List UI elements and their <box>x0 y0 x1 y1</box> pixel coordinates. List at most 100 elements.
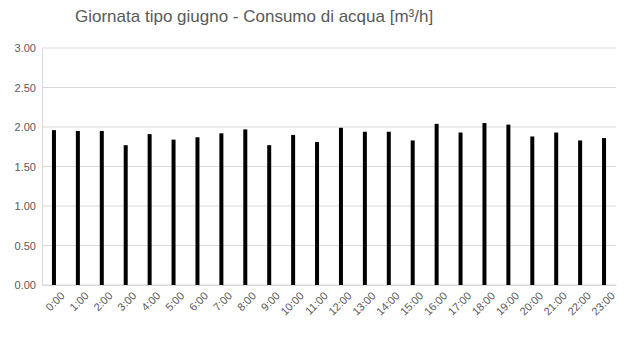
y-tick: 1.00 <box>15 200 42 212</box>
bar <box>482 123 486 285</box>
y-tick-label: 1.50 <box>15 161 36 173</box>
y-tick: 2.50 <box>15 82 42 94</box>
x-tick-label: 1:00 <box>67 289 91 313</box>
grid-line <box>42 127 616 128</box>
x-tick: 7:00 <box>211 285 235 313</box>
x-tick: 0:00 <box>43 285 67 313</box>
x-tick-label: 13:00 <box>350 289 378 317</box>
x-tick: 5:00 <box>163 285 187 313</box>
title: Giornata tipo giugno - Consumo di acqua … <box>75 7 433 26</box>
y-axis: 0.00 0.50 1.00 1.50 2.00 2.50 3.00 <box>15 42 43 291</box>
x-tick: 1:00 <box>67 285 91 313</box>
x-tick-label: 2:00 <box>91 289 115 313</box>
bar <box>363 132 367 285</box>
bars <box>52 123 606 285</box>
x-tick: 13:00 <box>350 285 378 317</box>
bar <box>124 145 128 285</box>
x-tick-label: 23:00 <box>589 289 617 317</box>
x-tick: 6:00 <box>187 285 211 313</box>
x-tick-label: 18:00 <box>469 289 497 317</box>
x-tick: 17:00 <box>445 285 473 317</box>
chart: 0.00 0.50 1.00 1.50 2.00 2.50 3.00 0:001:002:00… <box>0 0 638 343</box>
bar <box>243 129 247 285</box>
y-tick-label: 1.00 <box>15 200 36 212</box>
y-tick: 0.00 <box>15 279 42 291</box>
grid-line <box>42 87 616 88</box>
x-tick-label: 3:00 <box>115 289 139 313</box>
x-tick-label: 0:00 <box>43 289 67 313</box>
grid-line <box>42 245 616 246</box>
x-tick: 16:00 <box>422 285 450 317</box>
bar <box>172 140 176 285</box>
bar <box>435 124 439 285</box>
bar <box>459 133 463 285</box>
bar <box>411 140 415 285</box>
grid <box>42 48 616 285</box>
x-tick: 18:00 <box>469 285 497 317</box>
bar <box>315 142 319 285</box>
bar <box>387 132 391 285</box>
bar <box>100 131 104 285</box>
x-tick: 14:00 <box>374 285 402 317</box>
bar <box>578 140 582 285</box>
x-axis-line <box>43 285 617 286</box>
bar <box>602 138 606 285</box>
x-tick-label: 15:00 <box>398 289 426 317</box>
bar <box>506 125 510 285</box>
x-tick-label: 16:00 <box>422 289 450 317</box>
y-tick: 2.00 <box>15 121 42 133</box>
x-tick: 8:00 <box>235 285 259 313</box>
bar <box>554 133 558 285</box>
plot: 0.00 0.50 1.00 1.50 2.00 2.50 3.00 0:001:002:00… <box>15 42 617 317</box>
y-tick: 1.50 <box>15 161 42 173</box>
bar <box>530 136 534 285</box>
x-tick-label: 20:00 <box>517 289 545 317</box>
x-tick-label: 17:00 <box>445 289 473 317</box>
x-tick: 21:00 <box>541 285 569 317</box>
bar <box>339 128 343 285</box>
x-axis: 0:001:002:003:004:005:006:007:008:009:00… <box>43 285 617 317</box>
x-tick: 11:00 <box>303 285 330 317</box>
grid-line <box>42 285 616 286</box>
x-tick: 23:00 <box>589 285 617 317</box>
y-tick-label: 0.00 <box>15 279 36 291</box>
x-tick: 19:00 <box>493 285 521 317</box>
y-tick-label: 2.00 <box>15 121 36 133</box>
y-tick-label: 2.50 <box>15 82 36 94</box>
y-tick-label: 0.50 <box>15 240 36 252</box>
x-tick: 3:00 <box>115 285 139 313</box>
x-tick-label: 21:00 <box>541 289 569 317</box>
x-tick: 2:00 <box>91 285 115 313</box>
x-tick-label: 14:00 <box>374 289 402 317</box>
y-tick: 3.00 <box>15 42 42 54</box>
x-tick-label: 19:00 <box>493 289 521 317</box>
bar <box>219 133 223 285</box>
x-tick-label: 5:00 <box>163 289 187 313</box>
bar <box>195 137 199 285</box>
bar <box>52 130 56 285</box>
grid-line <box>42 206 616 207</box>
x-tick-label: 12:00 <box>326 289 354 317</box>
y-axis-line <box>42 49 43 286</box>
bar <box>148 134 152 285</box>
x-tick-label: 6:00 <box>187 289 211 313</box>
bar <box>267 145 271 285</box>
x-tick: 4:00 <box>139 285 163 313</box>
y-tick: 0.50 <box>15 240 42 252</box>
y-tick-label: 3.00 <box>15 42 36 54</box>
x-tick: 10:00 <box>278 285 306 317</box>
bar <box>76 131 80 285</box>
x-tick: 22:00 <box>565 285 593 317</box>
bar <box>291 135 295 285</box>
x-tick: 12:00 <box>326 285 354 317</box>
x-tick: 20:00 <box>517 285 545 317</box>
x-tick-label: 7:00 <box>211 289 235 313</box>
x-tick-label: 10:00 <box>278 289 306 317</box>
x-tick: 15:00 <box>398 285 426 317</box>
x-tick-label: 22:00 <box>565 289 593 317</box>
grid-line <box>42 48 616 49</box>
x-tick-label: 11:00 <box>303 289 330 316</box>
x-tick-label: 8:00 <box>235 289 259 313</box>
grid-line <box>42 166 616 167</box>
x-tick-label: 4:00 <box>139 289 163 313</box>
